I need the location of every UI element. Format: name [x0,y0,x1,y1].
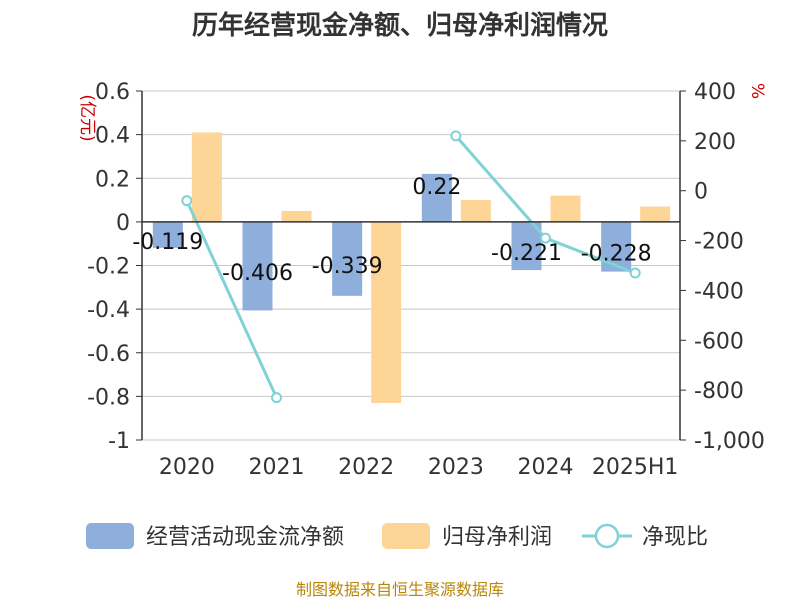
cashflow-bar [601,221,632,272]
left-tick-label: 0.6 [95,80,130,105]
right-tick-label: -800 [694,379,744,404]
legend-swatch-cashflow [86,523,134,549]
legend-swatch-ratio-marker [594,523,620,549]
left-tick-label: -0.6 [87,342,130,367]
net-profit-bar [371,221,402,403]
bar-value-label: -0.119 [132,230,203,255]
category-label: 2020 [159,455,215,480]
legend-swatch-net-profit [382,523,430,549]
chart-title: 历年经营现金净额、归母净利润情况 [192,10,608,41]
left-tick-label: 0.2 [95,167,130,192]
grid-lines [142,90,680,441]
cashflow-bar [421,173,452,222]
ratio-point [271,392,282,404]
ratio-point [450,130,462,142]
left-tick-label: 0 [116,211,130,236]
left-tick-label: -0.8 [87,385,130,410]
right-tick-label: -600 [694,329,744,354]
ratio-point [540,232,551,244]
bar-value-label: -0.221 [491,241,562,266]
bar-value-label: -0.228 [581,242,652,267]
ratio-line [181,130,641,404]
bar-value-label: 0.22 [412,175,461,200]
legend-label-cashflow: 经营活动现金流净额 [146,525,344,550]
left-tick-label: -0.2 [87,255,130,280]
legend-label-ratio: 净现比 [642,525,708,550]
category-label: 2025H1 [592,455,679,480]
right-tick-label: -400 [694,279,744,304]
right-tick-label: -200 [694,230,744,255]
left-tick-label: -0.4 [87,298,130,323]
axes: 0.6 0.4 0.2 0 -0.2 -0.4 -0.6 -0.8 -1 400 200 0 -200 -… [77,80,767,480]
data-labels: -0.119 -0.406 -0.339 0.22 -0.221 -0.228 [132,175,651,286]
category-label: 2022 [338,455,394,480]
bar-value-label: -0.339 [312,254,383,279]
left-tick-label: 0.4 [95,124,130,149]
net-profit-bar [191,132,222,222]
category-label: 2021 [249,455,305,480]
bar-value-label: -0.406 [222,261,293,286]
net-profit-bar [281,210,312,222]
ratio-point [181,195,193,207]
right-tick-label: 0 [694,180,708,205]
bars [152,132,671,403]
right-unit-label: % [747,83,767,99]
net-profit-bar [550,195,581,222]
net-profit-bar [460,200,491,222]
legend: 经营活动现金流净额 归母净利润 净现比 [86,523,708,550]
category-label: 2024 [518,455,574,480]
ratio-point [629,267,641,279]
ratio-line-segment [185,200,278,399]
cashflow-bar [332,221,363,296]
right-tick-label: -1,000 [694,429,765,454]
category-label: 2023 [428,455,484,480]
right-tick-label: 200 [694,130,736,155]
net-profit-bar [640,206,671,222]
cashflow-bar [242,221,273,311]
legend-label-net-profit: 归母净利润 [442,525,552,550]
left-unit-label: (亿元) [77,94,97,141]
source-note: 制图数据来自恒生聚源数据库 [296,580,504,599]
left-tick-label: -1 [108,429,130,454]
right-tick-label: 400 [694,80,736,105]
cashflow-bar [152,221,183,248]
